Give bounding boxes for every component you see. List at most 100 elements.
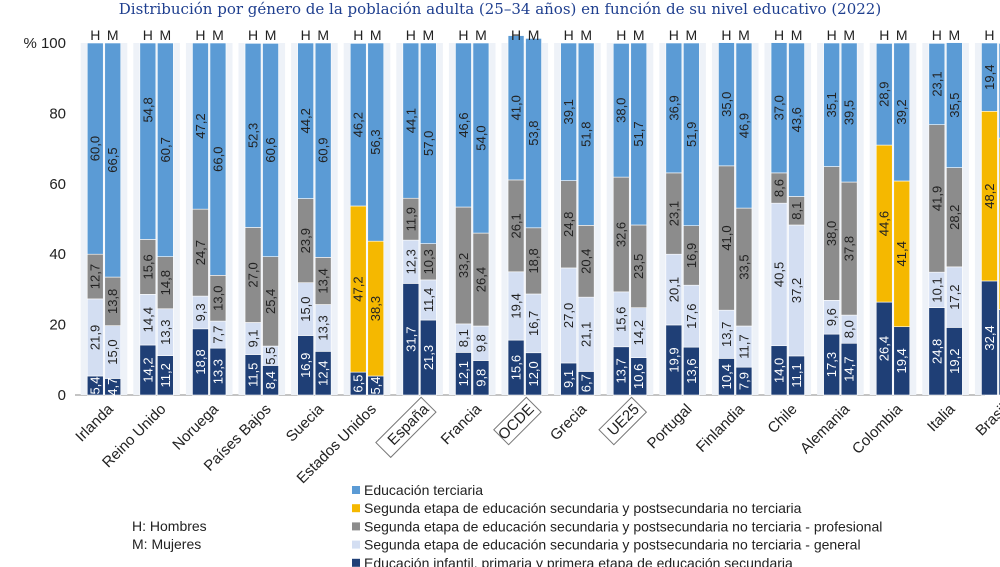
data-label: 56,3 <box>368 129 383 154</box>
data-label: 35,5 <box>947 92 962 117</box>
data-label: 8,0 <box>842 320 857 338</box>
data-label: 14,0 <box>772 358 787 383</box>
data-label: 19,9 <box>666 347 681 372</box>
data-label: 6,5 <box>351 375 366 393</box>
category-label: Noruega <box>169 400 222 453</box>
data-label: 9,1 <box>561 370 576 388</box>
data-label: 15,6 <box>140 254 155 279</box>
data-label: 60,6 <box>263 137 278 162</box>
bar-segment <box>367 42 385 242</box>
legend-swatch <box>352 486 360 494</box>
data-label: 24,8 <box>929 339 944 364</box>
data-label: 12,1 <box>456 361 471 386</box>
bar-segment <box>683 42 700 226</box>
data-label: 47,2 <box>351 276 366 301</box>
data-label: 7,7 <box>210 326 225 344</box>
data-label: 31,7 <box>403 327 418 352</box>
data-label: 15,0 <box>105 339 120 364</box>
gender-label: H <box>564 27 574 43</box>
data-label: 11,9 <box>403 207 418 231</box>
data-label: 23,5 <box>631 254 646 279</box>
data-label: 10,1 <box>929 277 944 302</box>
data-label: 53,8 <box>526 120 541 145</box>
data-label: 11,4 <box>421 288 436 312</box>
data-label: 8,4 <box>263 371 278 389</box>
data-label: 15,6 <box>614 307 629 332</box>
bar-segment <box>665 42 683 174</box>
data-label: 9,8 <box>473 369 488 387</box>
gender-label: M <box>738 27 750 43</box>
data-label: 11,5 <box>246 363 261 387</box>
data-label: 8,1 <box>456 329 471 347</box>
data-label: 13,6 <box>684 358 699 383</box>
data-label: 14,4 <box>140 307 155 332</box>
data-label: 9,3 <box>193 303 208 321</box>
bar-segment <box>998 309 1000 396</box>
data-label: 32,4 <box>982 325 997 350</box>
data-label: 41,0 <box>719 225 734 250</box>
data-label: 16,7 <box>526 311 541 336</box>
bar-segment <box>192 42 209 210</box>
data-label: 13,7 <box>614 358 629 383</box>
legend-swatch <box>352 540 360 549</box>
gender-label: H <box>616 27 626 43</box>
category-label: Francia <box>438 400 486 448</box>
bar-segment <box>612 43 630 178</box>
data-label: 13,4 <box>316 268 331 293</box>
data-label: 15,0 <box>298 296 313 321</box>
data-label: 35,0 <box>719 92 734 117</box>
gender-label: H <box>827 27 837 43</box>
category-label: Grecia <box>547 400 591 444</box>
y-tick-label: 20 <box>49 317 66 334</box>
category-label: Alemania <box>797 400 854 457</box>
data-label: 16,9 <box>684 243 699 268</box>
data-label: 51,9 <box>684 122 699 147</box>
bar-segment <box>314 42 332 258</box>
data-label: 44,2 <box>298 108 313 133</box>
bar-segment <box>349 43 367 207</box>
bar-segment <box>86 42 104 255</box>
bar-segment <box>998 43 1000 139</box>
data-label: 46,2 <box>351 112 366 137</box>
data-label: 28,9 <box>877 82 892 107</box>
data-label: 32,6 <box>614 222 629 247</box>
y-tick-label: 0 <box>58 387 66 404</box>
y-tick-label: % 100 <box>23 35 66 52</box>
data-label: 5,5 <box>263 347 278 365</box>
data-label: 26,1 <box>509 213 524 238</box>
data-label: 27,0 <box>246 262 261 287</box>
data-label: 37,0 <box>772 95 787 120</box>
bar-segment <box>893 42 911 182</box>
data-label: 11,7 <box>736 334 751 358</box>
category-label: Brasil <box>972 401 1000 440</box>
category-label: Portugal <box>644 401 696 453</box>
data-label: 9,8 <box>473 334 488 352</box>
gender-label: M <box>843 27 855 43</box>
chart-title: Distribución por género de la población … <box>119 0 881 18</box>
data-label: 19,4 <box>894 348 909 373</box>
data-label: 9,1 <box>246 329 261 347</box>
gender-label: M <box>686 27 698 43</box>
gender-label: H <box>195 27 205 43</box>
data-label: 4,7 <box>105 378 120 396</box>
legend-label: Segunda etapa de educación secundaria y … <box>364 518 882 534</box>
data-label: 13,3 <box>158 320 173 345</box>
y-tick-label: 80 <box>49 105 66 122</box>
gender-label: M <box>580 27 592 43</box>
data-label: 14,8 <box>158 270 173 295</box>
category-label: Colombia <box>849 400 906 457</box>
gender-label: H <box>879 27 889 43</box>
data-label: 5,4 <box>368 376 383 394</box>
note-mujeres: M: Mujeres <box>132 536 201 552</box>
bar-segment <box>209 42 227 276</box>
data-label: 18,8 <box>193 349 208 374</box>
bar-segment <box>157 42 174 257</box>
bar-segment <box>788 42 805 197</box>
legend-swatch <box>352 522 360 531</box>
data-label: 6,7 <box>579 374 594 392</box>
category-label: UE25 <box>604 401 643 440</box>
data-label: 41,4 <box>894 241 909 266</box>
data-label: 60,0 <box>88 136 103 161</box>
data-label: 36,9 <box>666 95 681 120</box>
